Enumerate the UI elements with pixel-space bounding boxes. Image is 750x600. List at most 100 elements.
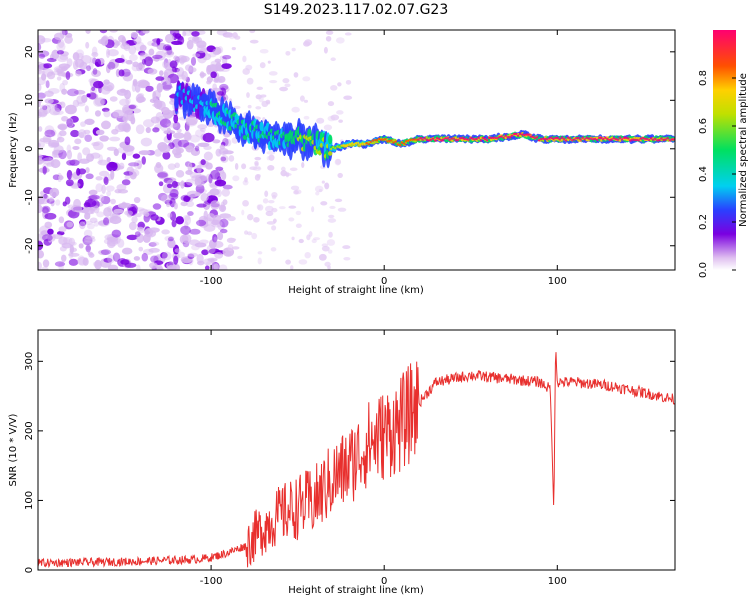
spectrogram-ridge-cell (327, 150, 333, 156)
spectrogram-noise-blob (217, 231, 224, 241)
spectrogram-noise-blob (130, 31, 138, 39)
spectrogram-noise-blob (121, 179, 131, 186)
spectrogram-noise-blob (246, 231, 253, 236)
spectrogram-noise-blob (107, 205, 113, 213)
spectrogram-noise-blob (218, 147, 229, 155)
spectrogram-noise-blob (85, 167, 90, 174)
spectrogram-noise-blob (66, 117, 74, 128)
spectrogram-noise-blob (320, 201, 328, 206)
spectrogram-noise-blob (222, 199, 228, 206)
snr-ytick-label: 200 (24, 421, 35, 440)
spectrogram-noise-blob (166, 46, 173, 55)
spectrogram-noise-blob (128, 54, 138, 61)
spectrogram-noise-blob (187, 252, 199, 258)
spectrogram-noise-blob (78, 243, 84, 249)
spectrogram-noise-blob (167, 238, 176, 249)
spectrogram-noise-blob (242, 200, 249, 207)
spectrogram-noise-blob (161, 106, 170, 114)
spectrogram-noise-blob (157, 142, 168, 152)
spectrogram-noise-blob (321, 243, 328, 247)
spectrogram-noise-blob (220, 154, 229, 163)
spectrogram-noise-blob (208, 173, 213, 184)
spectrogram-noise-blob (38, 157, 43, 165)
spectrogram-noise-blob (262, 198, 269, 204)
spectrogram-noise-blob (304, 251, 311, 259)
spectrogram-noise-blob (94, 110, 102, 117)
spectrogram-ytick-label: -10 (24, 189, 35, 205)
spectrogram-noise-blob (61, 30, 68, 36)
spectrogram-noise-blob (124, 136, 131, 146)
spectrogram-noise-blob (193, 36, 203, 43)
spectrogram-noise-blob (49, 196, 54, 202)
spectrogram-noise-blob (174, 248, 181, 253)
spectrogram-noise-blob (53, 145, 64, 154)
spectrogram-noise-blob (103, 110, 111, 118)
spectrogram-noise-blob (58, 237, 71, 245)
spectrogram-noise-blob (161, 229, 170, 235)
spectrogram-noise-blob (175, 169, 185, 178)
spectrogram-noise-blob (256, 174, 261, 179)
spectrogram-noise-blob (64, 104, 77, 115)
spectrogram-noise-blob (66, 88, 79, 97)
spectrogram-noise-blob (142, 30, 150, 34)
spectrogram-noise-blob (111, 128, 119, 135)
spectrogram-noise-blob (101, 107, 110, 112)
spectrogram-noise-blob (256, 86, 264, 90)
spectrogram-noise-blob (38, 67, 43, 75)
spectrogram-noise-blob (271, 207, 278, 213)
spectrogram-noise-blob (92, 261, 101, 267)
spectrogram-noise-blob (112, 109, 125, 119)
spectrogram-noise-blob (266, 150, 276, 155)
spectrogram-noise-blob (215, 78, 223, 84)
spectrogram-noise-blob (47, 228, 54, 235)
spectrogram-noise-blob (133, 256, 141, 261)
spectrogram-noise-blob (103, 207, 112, 217)
spectrogram-noise-blob (173, 132, 185, 139)
spectrogram-noise-blob (165, 51, 175, 56)
spectrogram-noise-blob (212, 48, 221, 56)
spectrogram-noise-blob (151, 41, 161, 47)
spectrogram-noise-blob (216, 91, 225, 96)
spectrogram-noise-blob (154, 148, 162, 157)
spectrogram-noise-blob (120, 43, 130, 50)
spectrogram-noise-blob (44, 221, 53, 229)
spectrogram-noise-blob (213, 241, 224, 248)
spectrogram-noise-blob (119, 162, 125, 170)
spectrogram-noise-blob (109, 136, 121, 142)
spectrogram-noise-blob (182, 181, 193, 188)
spectrogram-noise-blob (166, 202, 171, 208)
spectrogram-noise-blob (175, 216, 185, 225)
spectrogram-noise-blob (52, 234, 63, 239)
spectrogram-noise-blob (128, 162, 140, 167)
spectrogram-noise-blob (92, 80, 104, 89)
spectrogram-noise-blob (171, 40, 183, 45)
spectrogram-noise-blob (152, 54, 163, 59)
spectrogram-noise-blob (225, 250, 231, 256)
spectrogram-noise-blob (242, 179, 249, 186)
spectrogram-noise-blob (164, 33, 175, 44)
spectrogram-noise-blob (93, 220, 99, 227)
spectrogram-noise-blob (213, 263, 219, 270)
spectrogram-noise-blob (50, 142, 60, 148)
spectrogram-noise-blob (136, 264, 141, 270)
spectrogram-noise-blob (231, 47, 236, 51)
spectrogram-noise-blob (121, 247, 133, 255)
spectrogram-noise-blob (246, 92, 250, 98)
spectrogram-noise-blob (148, 227, 160, 233)
spectrogram-noise-blob (212, 139, 221, 144)
spectrogram-noise-blob (285, 171, 290, 177)
spectrogram-noise-blob (167, 236, 174, 242)
spectrogram-noise-blob (85, 30, 91, 34)
spectrogram-noise-blob (88, 194, 101, 200)
spectrogram-ridge-cell (327, 134, 333, 145)
spectrogram-noise-blob (210, 258, 215, 264)
snr-background (38, 330, 675, 570)
spectrogram-noise-blob (182, 233, 192, 244)
spectrogram-noise-blob (210, 219, 223, 228)
spectrogram-noise-blob (70, 205, 83, 213)
spectrogram-noise-blob (242, 55, 247, 63)
spectrogram-noise-blob (70, 174, 78, 181)
spectrogram-noise-blob (98, 249, 110, 256)
spectrogram-noise-blob (66, 169, 73, 180)
spectrogram-noise-blob (107, 264, 119, 270)
